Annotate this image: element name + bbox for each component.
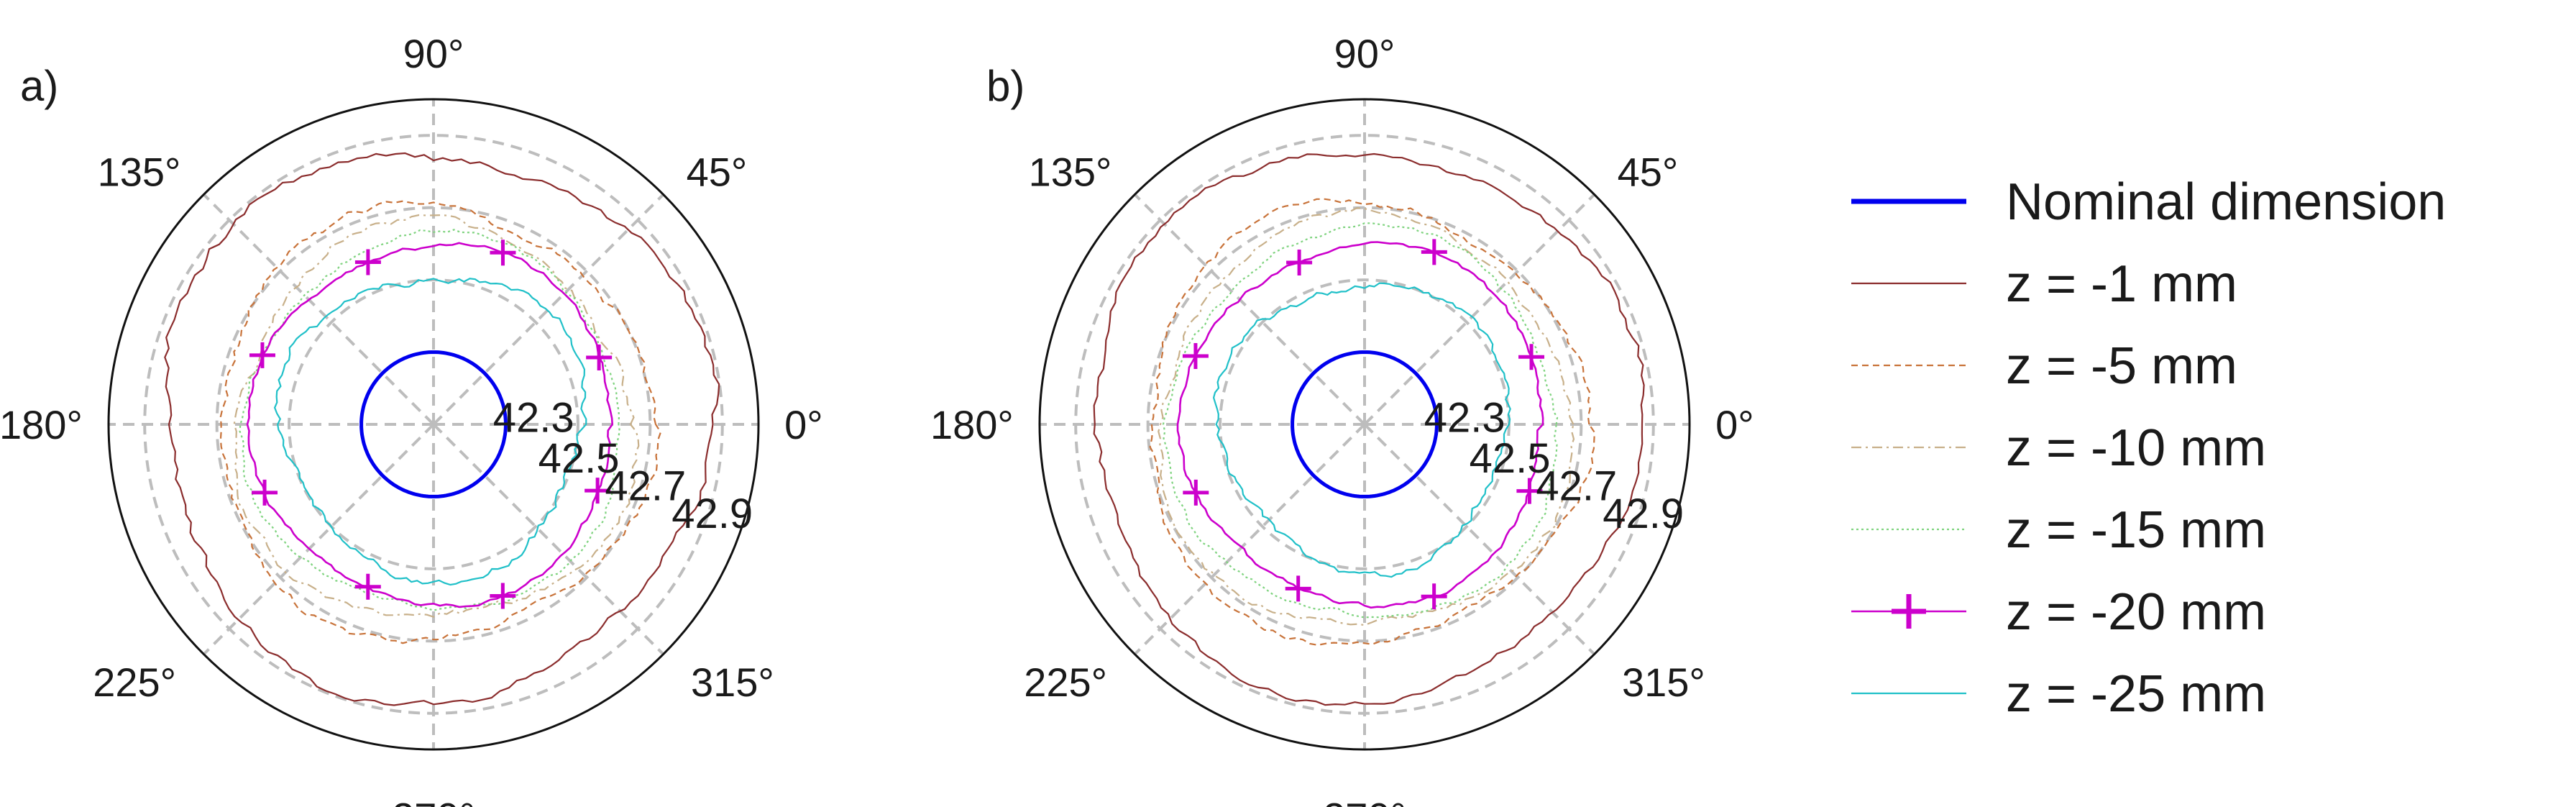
series-marker <box>1183 479 1209 506</box>
legend-label: z = -5 mm <box>2006 337 2237 395</box>
angular-gridline <box>1363 423 1596 656</box>
series-line <box>164 152 720 706</box>
series-marker <box>490 240 516 266</box>
legend: Nominal dimension z = -1 mm z = -5 mm z = -… <box>1851 173 2446 723</box>
angle-tick-label: 180° <box>930 402 1014 447</box>
series-line <box>1093 152 1645 706</box>
legend-label: Nominal dimension <box>2006 173 2446 231</box>
radial-tick-label: 42.5 <box>1470 435 1551 482</box>
series-marker <box>1285 575 1311 602</box>
polar-chart-a: a) 0°45°90°135°180°225°270°315°42.342.54… <box>0 31 823 807</box>
radial-tick-label: 42.5 <box>538 435 620 482</box>
series-line <box>1212 282 1511 578</box>
radial-tick-label: 42.9 <box>671 491 753 537</box>
panel-label-a: a) <box>20 62 58 110</box>
angle-tick-label: 90° <box>1334 31 1395 76</box>
series-marker <box>585 478 611 504</box>
series-line <box>233 214 640 618</box>
angle-tick-label: 0° <box>784 402 823 447</box>
angular-gridline <box>202 193 435 426</box>
series-line <box>246 242 614 608</box>
series-line <box>1291 350 1439 498</box>
series-line <box>359 350 508 498</box>
legend-marker <box>1892 594 1926 629</box>
angle-tick-label: 45° <box>1618 149 1679 194</box>
angle-tick-label: 45° <box>687 149 748 194</box>
series-line <box>1158 206 1575 626</box>
radial-tick-label: 42.9 <box>1603 491 1684 537</box>
series-marker <box>1286 249 1313 275</box>
series-marker <box>1421 583 1447 610</box>
angle-tick-label: 270° <box>392 794 475 807</box>
panel-label-b: b) <box>986 62 1025 110</box>
angle-tick-label: 225° <box>93 660 176 705</box>
radial-tick-label: 42.7 <box>605 462 686 509</box>
radial-tick-label: 42.7 <box>1536 462 1617 509</box>
series-marker <box>252 479 278 506</box>
series-marker <box>490 583 516 609</box>
legend-label: z = -15 mm <box>2006 501 2266 559</box>
angular-gridline <box>432 423 665 656</box>
polar-outer-circle <box>1038 98 1691 751</box>
angle-tick-label: 180° <box>0 402 83 447</box>
series-marker <box>354 249 381 275</box>
series-marker <box>1518 344 1545 370</box>
radial-gridline <box>288 278 579 570</box>
angle-tick-label: 315° <box>1622 660 1705 705</box>
legend-label: z = -25 mm <box>2006 665 2266 723</box>
polar-chart-b: b) 0°45°90°135°180°225°270°315°42.342.54… <box>930 31 1754 807</box>
angular-gridline <box>432 193 665 426</box>
legend-label: z = -10 mm <box>2006 419 2266 477</box>
angle-tick-label: 225° <box>1024 660 1107 705</box>
radial-tick-label: 42.3 <box>1424 394 1505 441</box>
polar-outer-circle <box>107 98 760 751</box>
angle-tick-label: 315° <box>691 660 774 705</box>
angular-gridline <box>1133 193 1366 426</box>
angle-tick-label: 135° <box>1029 149 1112 194</box>
series-line <box>1162 222 1559 619</box>
angle-tick-label: 90° <box>403 31 464 76</box>
series-line <box>273 278 587 586</box>
angular-gridline <box>202 423 435 656</box>
angle-tick-label: 135° <box>98 149 181 194</box>
series-marker <box>586 345 613 371</box>
series-marker <box>1421 239 1447 265</box>
legend-label: z = -20 mm <box>2006 583 2266 641</box>
series-marker <box>1516 478 1543 504</box>
legend-label: z = -1 mm <box>2006 255 2237 313</box>
series-marker <box>354 573 381 600</box>
series-marker <box>1182 343 1209 370</box>
series-line <box>1176 241 1544 609</box>
angular-gridline <box>1363 193 1596 426</box>
radial-tick-label: 42.3 <box>493 394 574 441</box>
angle-tick-label: 0° <box>1715 402 1754 447</box>
series-line <box>219 200 662 644</box>
series-marker <box>249 342 275 368</box>
angular-gridline <box>1133 423 1366 656</box>
angle-tick-label: 270° <box>1323 794 1406 807</box>
